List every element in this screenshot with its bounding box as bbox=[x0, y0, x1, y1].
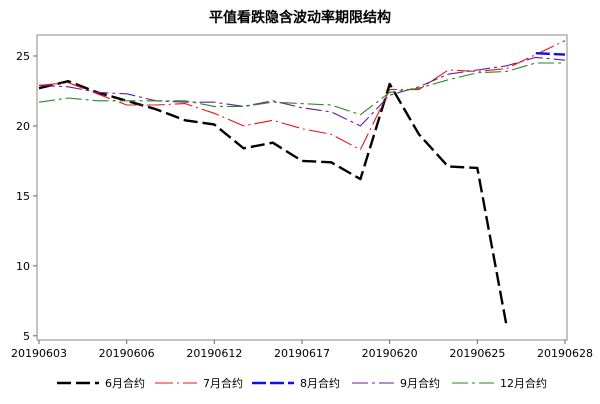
axes: 5 10 15 20 25 20190603 20190606 20190612 2019061… bbox=[11, 50, 593, 360]
x-tick-label: 20190620 bbox=[362, 347, 418, 360]
series-line-5 bbox=[38, 62, 565, 116]
plot-area-frame bbox=[36, 34, 568, 341]
x-tick-label: 20190628 bbox=[537, 347, 593, 360]
legend-label: 8月合约 bbox=[300, 376, 340, 390]
x-tick-label: 20190617 bbox=[274, 347, 330, 360]
y-tick-label: 20 bbox=[16, 120, 30, 133]
legend-label: 7月合约 bbox=[203, 376, 243, 390]
x-tick-label: 20190625 bbox=[449, 347, 505, 360]
legend: 6月合约 7月合约 8月合约 9月合约 12月合约 bbox=[57, 376, 547, 390]
x-tick-label: 20190603 bbox=[11, 347, 67, 360]
chart-title: 平值看跌隐含波动率期限结构 bbox=[209, 9, 391, 26]
y-tick-label: 15 bbox=[16, 190, 30, 203]
series-line-1 bbox=[38, 79, 508, 327]
x-tick-label: 20190612 bbox=[186, 347, 242, 360]
series-line-3 bbox=[535, 52, 566, 56]
series-line-2 bbox=[38, 40, 566, 151]
y-tick-label: 5 bbox=[23, 330, 30, 343]
y-tick-label: 25 bbox=[16, 50, 30, 63]
y-tick-label: 10 bbox=[16, 260, 30, 273]
legend-label: 9月合约 bbox=[400, 376, 440, 390]
series-line-4 bbox=[38, 56, 566, 127]
legend-label: 12月合约 bbox=[500, 376, 547, 390]
x-tick-label: 20190606 bbox=[99, 347, 155, 360]
series-lines bbox=[38, 40, 566, 327]
legend-label: 6月合约 bbox=[105, 376, 145, 390]
